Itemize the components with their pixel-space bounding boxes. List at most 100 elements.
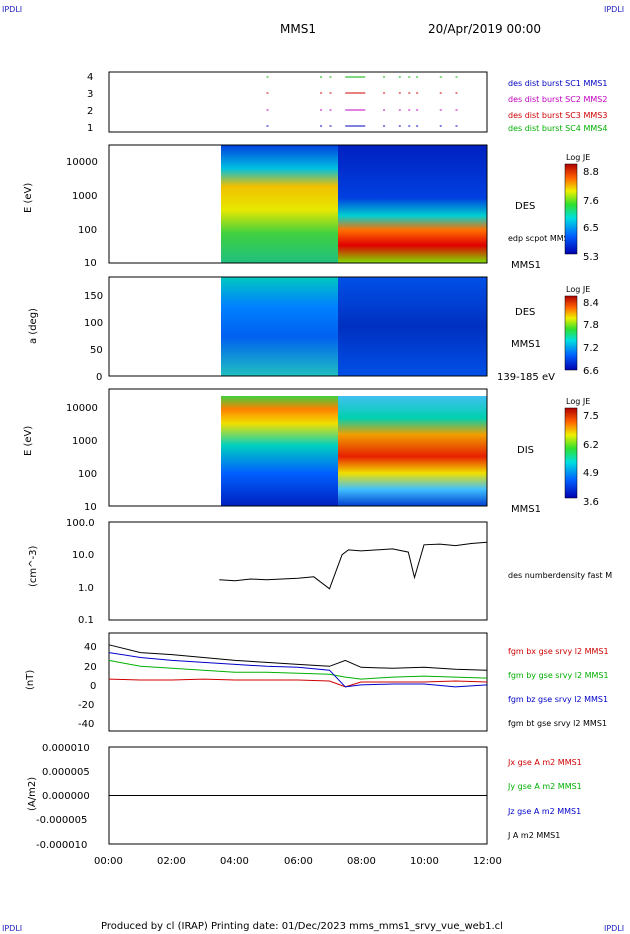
bfield-ytick-m20: -20: [78, 700, 94, 711]
des-energy-ytick-10000: 10000: [66, 157, 98, 168]
burst-legend-sc2: des dist burst SC2 MMS2: [508, 95, 607, 104]
dis-energy-ytick-10: 10: [84, 502, 97, 513]
des-pitch-energy-range: 139-185 eV: [497, 372, 555, 383]
dis-energy-spectrogram-early: [221, 396, 338, 506]
bfield-ytick-40: 40: [84, 642, 97, 653]
density-series-line: [219, 541, 488, 590]
bfield-legend-bx: fgm bx gse srvy l2 MMS1: [508, 647, 609, 656]
dis-energy-ytick-10000: 10000: [66, 403, 98, 414]
burst-ytick-1: 1: [87, 123, 93, 134]
dis-energy-cbar-label: Log JE: [566, 397, 590, 406]
dis-energy-right-label: DIS: [517, 445, 534, 456]
dis-energy-sc-label: MMS1: [511, 504, 541, 515]
dis-energy-cbar-tick-4: 3.6: [583, 497, 599, 508]
panel-current: (A/m2) 0.000010 0.000005 0.000000 -0.000…: [27, 743, 582, 851]
density-ytick-100: 100.0: [66, 518, 95, 529]
des-pitch-spectrogram-late: [338, 277, 487, 376]
bfield-legend-bz: fgm bz gse srvy l2 MMS1: [508, 695, 608, 704]
density-legend: des numberdensity fast M: [508, 571, 612, 580]
des-pitch-cbar-label: Log JE: [566, 285, 590, 294]
current-ytick-2: 0.000005: [42, 767, 90, 778]
des-energy-ytick-10: 10: [84, 258, 97, 269]
bfield-series-bz: [108, 652, 488, 688]
des-energy-ytick-100: 100: [78, 225, 97, 236]
current-ytick-3: 0.000000: [42, 791, 90, 802]
current-ylabel: (A/m2): [27, 777, 38, 811]
dis-energy-ytick-100: 100: [78, 469, 97, 480]
time-tick-1000: 10:00: [410, 856, 439, 867]
des-energy-spectrogram-late: [338, 145, 487, 263]
des-energy-scpot-label: edp scpot MMS1: [508, 234, 574, 243]
burst-legend-sc3: des dist burst SC3 MMS3: [508, 111, 607, 120]
corner-label-bottom-right: IPDLI: [604, 924, 624, 933]
des-energy-cbar-tick-2: 7.6: [583, 196, 599, 207]
des-energy-right-label: DES: [515, 201, 535, 212]
current-legend-jz: Jz gse A m2 MMS1: [507, 807, 581, 816]
time-tick-0200: 02:00: [157, 856, 186, 867]
panel-des-energy-frame: [108, 144, 488, 264]
des-pitch-cbar-tick-1: 8.4: [583, 298, 599, 309]
current-legend-jx: Jx gse A m2 MMS1: [507, 758, 582, 767]
time-tick-0000: 00:00: [94, 856, 123, 867]
density-ylabel: (cm^-3): [28, 546, 39, 587]
bfield-marks: [108, 644, 488, 688]
current-legend-jy: Jy gse A m2 MMS1: [507, 782, 582, 791]
density-ytick-1: 1.0: [78, 583, 94, 594]
burst-ytick-2: 2: [87, 106, 93, 117]
bfield-legend-by: fgm by gse srvy l2 MMS1: [508, 671, 609, 680]
bfield-ylabel: (nT): [25, 670, 36, 690]
dis-energy-colorbar: [564, 407, 578, 499]
des-energy-cbar-tick-1: 8.8: [583, 167, 599, 178]
des-energy-ytick-1000: 1000: [72, 191, 97, 202]
des-pitch-sc-label: MMS1: [511, 339, 541, 350]
corner-label-bottom-left: IPDLI: [2, 924, 22, 933]
dis-energy-spectrogram-late: [338, 396, 487, 506]
burst-ytick-4: 4: [87, 72, 93, 83]
panel-burst: 4 3 2 1 des dist burst SC1 MMS1 des dist…: [87, 71, 607, 134]
des-pitch-ytick-100: 100: [84, 318, 103, 329]
current-ytick-5: -0.000010: [36, 840, 87, 851]
des-energy-cbar-label: Log JE: [566, 153, 590, 162]
time-tick-0800: 08:00: [347, 856, 376, 867]
panel-bfield: (nT) 40 20 0 -20 -40 fgm bx gse srvy l2 …: [25, 632, 609, 732]
des-pitch-ytick-0: 0: [96, 372, 102, 383]
panel-dis-energy-frame: [108, 388, 488, 507]
bfield-series-bt: [108, 644, 488, 671]
dis-energy-cbar-tick-3: 4.9: [583, 468, 599, 479]
dis-energy-cbar-tick-2: 6.2: [583, 440, 599, 451]
des-pitch-cbar-tick-2: 7.8: [583, 320, 599, 331]
des-pitch-colorbar: [564, 295, 578, 371]
footer-credits: Produced by cl (IRAP) Printing date: 01/…: [101, 921, 503, 932]
time-tick-1200: 12:00: [473, 856, 502, 867]
dis-energy-ytick-1000: 1000: [72, 436, 97, 447]
current-ytick-4: -0.000005: [36, 815, 87, 826]
panel-density-frame: [108, 521, 488, 621]
bfield-ytick-0: 0: [90, 681, 96, 692]
corner-label-top-left: IPDLI: [2, 5, 22, 14]
bfield-legend-bt: fgm bt gse srvy l2 MMS1: [508, 719, 607, 728]
current-ytick-1: 0.000010: [42, 743, 90, 754]
des-pitch-ytick-50: 50: [90, 345, 103, 356]
dis-energy-ylabel: E (eV): [23, 426, 34, 456]
burst-legend-sc4: des dist burst SC4 MMS4: [508, 124, 607, 133]
burst-legend-sc1: des dist burst SC1 MMS1: [508, 79, 607, 88]
des-energy-cbar-tick-3: 6.5: [583, 223, 599, 234]
burst-marks: [266, 76, 458, 127]
des-pitch-spectrogram-early: [221, 277, 338, 376]
panel-des-pitch: a (deg) 150 100 50 0 DES MMS1 139-185 eV…: [28, 276, 599, 383]
time-tick-0600: 06:00: [284, 856, 313, 867]
panel-density: (cm^-3) 100.0 10.0 1.0 0.1 des numberden…: [28, 518, 612, 626]
panel-des-energy: E (eV) 10000 1000 100 10 DES edp scpot M…: [23, 144, 599, 271]
dis-energy-cbar-tick-1: 7.5: [583, 411, 599, 422]
density-marks: [219, 541, 488, 590]
bfield-series-bx: [108, 678, 488, 688]
des-pitch-cbar-tick-3: 7.2: [583, 343, 599, 354]
des-energy-sc-label: MMS1: [511, 260, 541, 271]
header-spacecraft: MMS1: [280, 22, 316, 36]
header-datetime: 20/Apr/2019 00:00: [428, 22, 541, 36]
current-legend-j: J A m2 MMS1: [507, 831, 560, 840]
density-ytick-10: 10.0: [72, 550, 94, 561]
des-energy-ylabel: E (eV): [23, 183, 34, 213]
des-energy-colorbar: [564, 163, 578, 255]
